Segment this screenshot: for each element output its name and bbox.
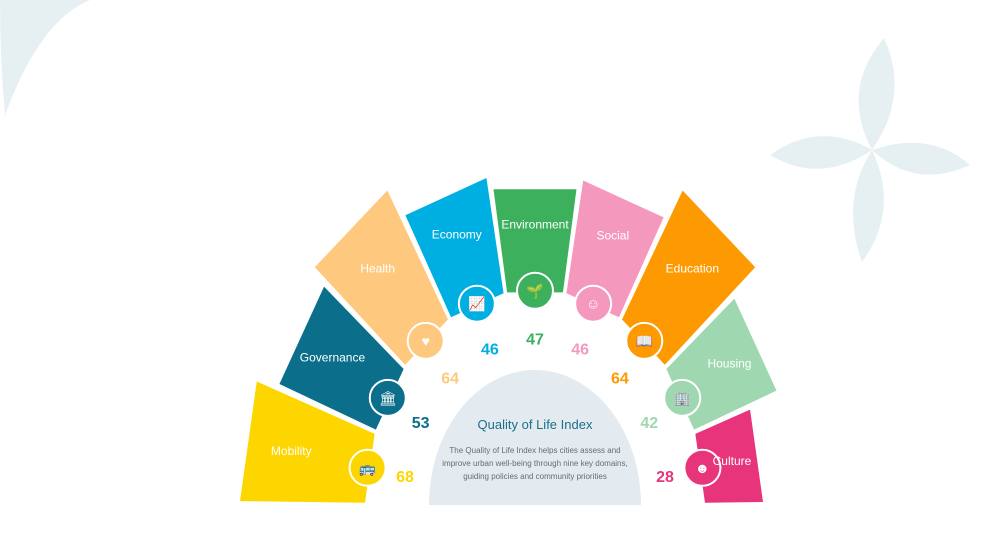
domain-label: Environment bbox=[501, 218, 569, 232]
domain-score: 46 bbox=[571, 342, 589, 359]
wedge-environment bbox=[493, 189, 577, 293]
svg-text:♥: ♥ bbox=[422, 333, 430, 349]
svg-text:🏢: 🏢 bbox=[674, 390, 691, 407]
domain-label: Governance bbox=[300, 351, 366, 365]
center-description: The Quality of Life Index helps cities a… bbox=[442, 446, 628, 481]
domain-score: 46 bbox=[481, 342, 499, 359]
svg-text:🌱: 🌱 bbox=[526, 283, 543, 300]
domain-label: Culture bbox=[713, 454, 752, 468]
svg-text:📈: 📈 bbox=[468, 296, 485, 313]
growth-chart-icon: 📈 bbox=[457, 284, 496, 323]
decor-flower-petal-top bbox=[858, 38, 895, 150]
decor-flower-petal-bottom bbox=[853, 150, 884, 262]
buildings-icon: 🏢 bbox=[663, 378, 702, 417]
decor-petal-top-left bbox=[0, 0, 90, 115]
svg-text:🚌: 🚌 bbox=[359, 460, 377, 477]
domain-label: Education bbox=[666, 262, 719, 276]
domain-score: 64 bbox=[611, 371, 629, 388]
domain-label: Housing bbox=[707, 357, 751, 371]
domain-score: 42 bbox=[640, 415, 658, 432]
domain-score: 47 bbox=[526, 332, 544, 349]
svg-text:☻: ☻ bbox=[695, 460, 710, 476]
domain-score: 28 bbox=[656, 469, 674, 486]
svg-text:☺: ☺ bbox=[586, 296, 600, 312]
domain-label: Health bbox=[360, 262, 395, 276]
decor-flower-petal-left bbox=[770, 136, 872, 169]
book-icon: 📖 bbox=[625, 321, 664, 360]
domain-score: 53 bbox=[412, 415, 430, 432]
domain-label: Economy bbox=[432, 227, 482, 241]
heart-plus-icon: ♥ bbox=[406, 321, 445, 360]
svg-text:🏛: 🏛 bbox=[379, 390, 397, 406]
decor-flower-petal-right bbox=[872, 142, 970, 175]
domain-score: 64 bbox=[441, 371, 459, 388]
government-building-icon: 🏛 bbox=[368, 378, 407, 417]
wedge-education bbox=[622, 190, 756, 365]
bus-icon: 🚌 bbox=[348, 448, 387, 487]
domain-label: Social bbox=[596, 229, 629, 243]
wedge-social bbox=[566, 180, 664, 318]
domain-label: Mobility bbox=[271, 444, 312, 458]
wedge-economy bbox=[405, 178, 504, 318]
domain-score: 68 bbox=[396, 469, 414, 486]
wedge-mobility bbox=[240, 381, 375, 503]
center-title: Quality of Life Index bbox=[477, 417, 593, 432]
svg-text:📖: 📖 bbox=[636, 333, 653, 349]
chat-smile-icon: ☺ bbox=[574, 284, 613, 323]
center-dome bbox=[429, 370, 641, 505]
wedge-health bbox=[314, 190, 448, 365]
background-decoration bbox=[0, 0, 970, 262]
sprout-icon: 🌱 bbox=[516, 271, 554, 310]
theater-mask-icon: ☻ bbox=[683, 448, 722, 487]
